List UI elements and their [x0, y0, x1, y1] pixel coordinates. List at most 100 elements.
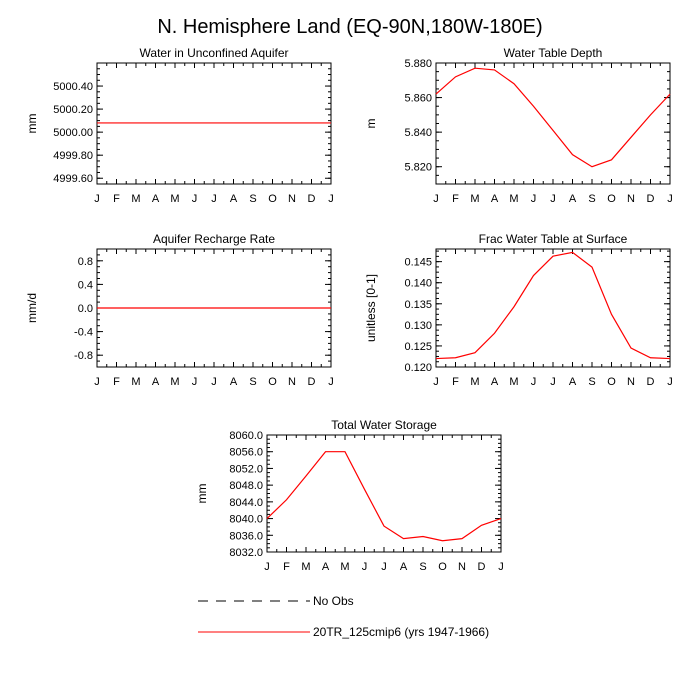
y-tick-label: 0.120 [404, 362, 432, 374]
x-tick-label: M [170, 193, 179, 205]
panel-title: Aquifer Recharge Rate [153, 232, 275, 246]
x-tick-label: J [211, 193, 217, 205]
y-tick-label: 5000.40 [53, 81, 93, 93]
y-tick-label: 4999.60 [53, 173, 93, 185]
x-tick-label: J [381, 561, 387, 573]
x-tick-label: D [478, 561, 486, 573]
x-tick-label: M [170, 376, 179, 388]
legend: No Obs 20TR_125cmip6 (yrs 1947-1966) [198, 594, 489, 639]
panel-title: Frac Water Table at Surface [479, 232, 628, 246]
x-tick-label: J [211, 376, 217, 388]
x-tick-label: J [264, 561, 270, 573]
y-tick-label: 0.135 [404, 299, 432, 311]
y-tick-label: 5.840 [404, 127, 432, 139]
x-tick-label: J [433, 376, 439, 388]
figure-title: N. Hemisphere Land (EQ-90N,180W-180E) [157, 16, 542, 38]
x-tick-label: A [569, 193, 577, 205]
x-tick-label: S [249, 376, 256, 388]
y-tick-label: 8060.0 [229, 430, 263, 442]
y-tick-label: 5000.00 [53, 127, 93, 139]
y-tick-label: 0.130 [404, 320, 432, 332]
x-tick-label: J [192, 193, 198, 205]
x-tick-label: M [131, 376, 140, 388]
plot-frame [435, 248, 671, 368]
x-tick-label: D [647, 376, 655, 388]
y-tick-label: 8052.0 [229, 463, 263, 475]
x-tick-label: F [113, 193, 120, 205]
x-tick-label: F [452, 376, 459, 388]
x-tick-label: A [152, 193, 160, 205]
y-tick-label: 8056.0 [229, 447, 263, 459]
series-line [435, 67, 671, 168]
y-tick-label: 5.880 [404, 58, 432, 70]
plot-frame [435, 62, 671, 185]
x-tick-label: J [328, 376, 334, 388]
y-tick-label: 0.145 [404, 257, 432, 269]
panel-title: Water in Unconfined Aquifer [140, 46, 289, 60]
x-tick-label: S [419, 561, 426, 573]
x-tick-label: J [328, 193, 334, 205]
x-tick-label: M [131, 193, 140, 205]
x-tick-label: M [509, 193, 518, 205]
y-tick-label: 0.140 [404, 278, 432, 290]
y-tick-label: 8048.0 [229, 480, 263, 492]
x-tick-label: M [509, 376, 518, 388]
y-tick-label: 0.8 [78, 256, 93, 268]
x-tick-label: J [667, 193, 673, 205]
x-tick-label: M [301, 561, 310, 573]
x-tick-label: N [458, 561, 466, 573]
y-tick-label: 4999.80 [53, 150, 93, 162]
x-tick-label: M [470, 376, 479, 388]
legend-label-no-obs: No Obs [313, 594, 354, 608]
x-tick-label: J [531, 193, 537, 205]
x-tick-label: D [308, 193, 316, 205]
y-tick-label: 8036.0 [229, 530, 263, 542]
y-tick-label: 8040.0 [229, 514, 263, 526]
x-tick-label: O [438, 561, 447, 573]
y-tick-label: 0.0 [78, 303, 93, 315]
series-line [435, 251, 671, 360]
x-tick-label: A [230, 376, 238, 388]
y-axis-label: mm [25, 114, 39, 134]
x-tick-label: F [283, 561, 290, 573]
x-tick-label: N [627, 193, 635, 205]
x-tick-label: J [531, 376, 537, 388]
y-tick-label: 5000.20 [53, 104, 93, 116]
y-tick-label: 8044.0 [229, 497, 263, 509]
x-tick-label: M [470, 193, 479, 205]
y-tick-label: 0.4 [78, 279, 93, 291]
y-tick-label: 5.860 [404, 93, 432, 105]
legend-label-model: 20TR_125cmip6 (yrs 1947-1966) [313, 625, 489, 639]
x-tick-label: D [308, 376, 316, 388]
x-tick-label: O [268, 193, 277, 205]
x-tick-label: J [433, 193, 439, 205]
x-tick-label: O [268, 376, 277, 388]
x-tick-label: A [152, 376, 160, 388]
x-tick-label: M [340, 561, 349, 573]
y-axis-label: unitless [0-1] [364, 274, 378, 342]
panel-title: Total Water Storage [331, 418, 437, 432]
x-tick-label: N [288, 193, 296, 205]
y-axis-label: m [364, 119, 378, 129]
x-tick-label: O [607, 193, 616, 205]
x-tick-label: F [452, 193, 459, 205]
x-tick-label: N [288, 376, 296, 388]
x-tick-label: S [249, 193, 256, 205]
y-axis-label: mm/d [25, 293, 39, 323]
x-tick-label: J [667, 376, 673, 388]
x-tick-label: A [400, 561, 408, 573]
y-tick-label: -0.4 [74, 327, 93, 339]
x-tick-label: A [491, 376, 499, 388]
x-tick-label: A [322, 561, 330, 573]
x-tick-label: D [647, 193, 655, 205]
x-tick-label: S [588, 193, 595, 205]
panel-title: Water Table Depth [504, 46, 603, 60]
x-tick-label: J [94, 376, 100, 388]
series-line [266, 451, 502, 542]
x-tick-label: J [192, 376, 198, 388]
